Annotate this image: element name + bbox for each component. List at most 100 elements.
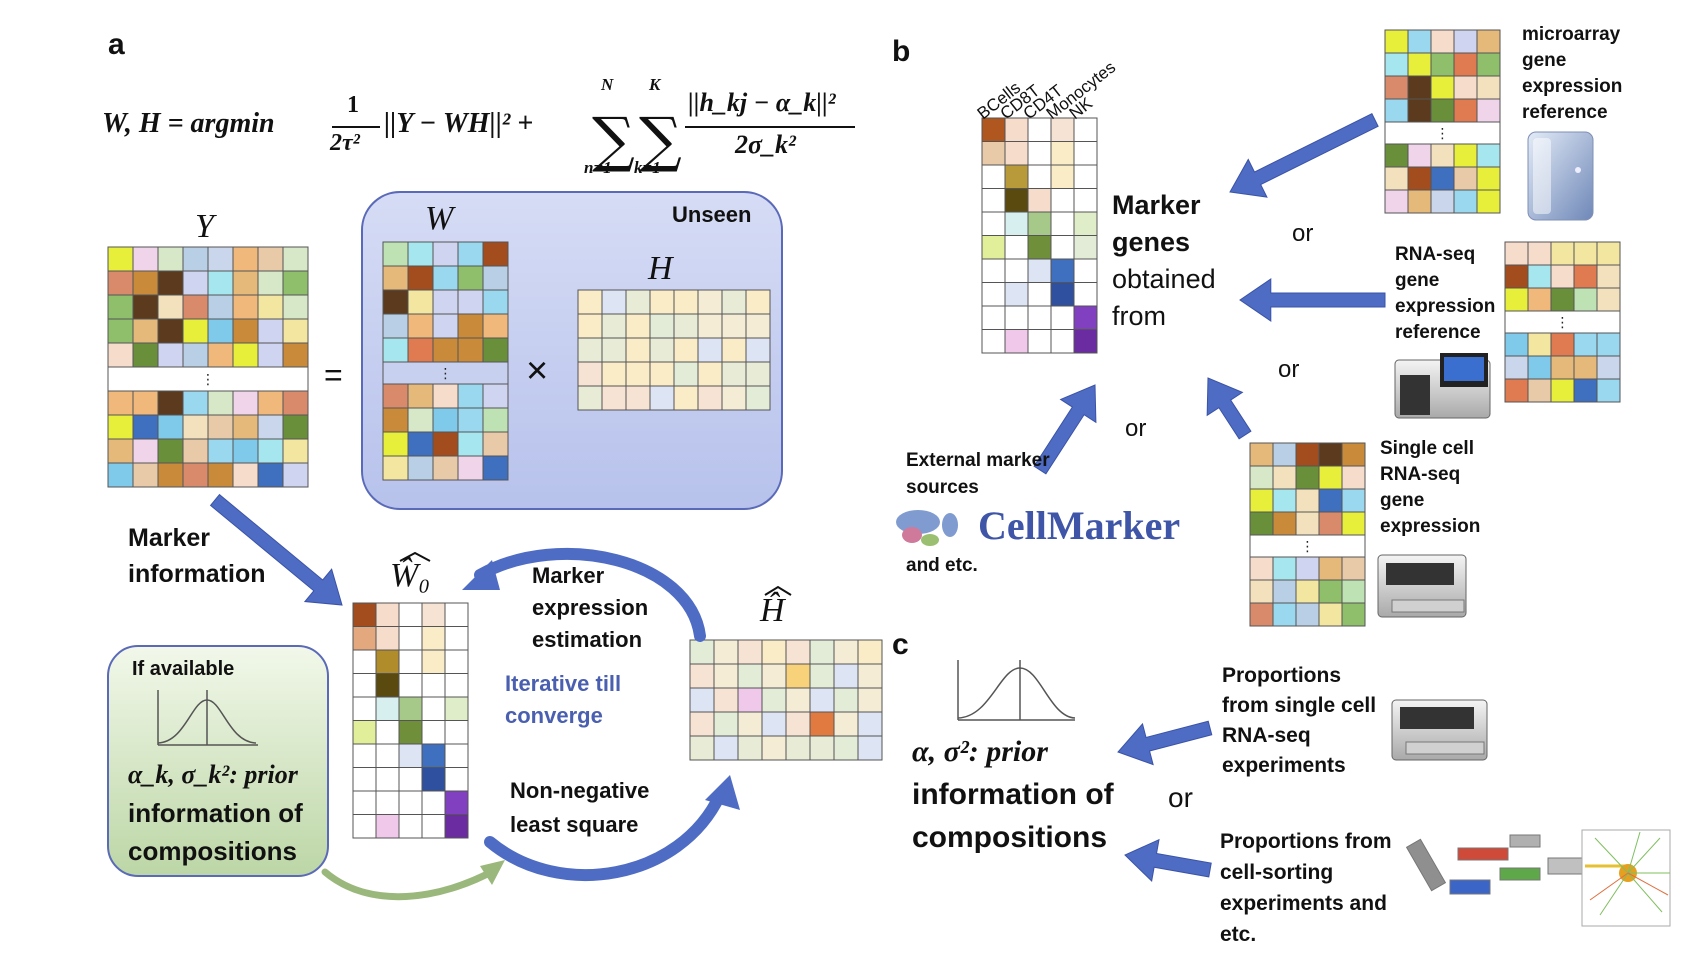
grid-cell (673, 337, 699, 363)
grid-cell (282, 246, 309, 272)
grid-cell (421, 602, 446, 627)
grid-cell (444, 814, 469, 839)
grid-cell (207, 246, 234, 272)
prior-to-cycle-arrow (321, 866, 499, 901)
grid-cell (457, 313, 484, 339)
arrow-scrnaseq (1206, 377, 1252, 440)
grid-cell (257, 462, 284, 488)
grid-cell (625, 313, 651, 339)
grid-cell (761, 735, 787, 761)
matrix-Hhat-label: Ĥ (760, 592, 785, 629)
equation-lhs: W, H = argmin (102, 108, 275, 139)
grid-cell (577, 361, 603, 387)
grid-cell (1527, 378, 1552, 403)
grid-cell (232, 246, 259, 272)
grid-cell (809, 735, 835, 761)
equation-norm-term: ||Y − WH||² + (384, 108, 534, 139)
grid-cell (1430, 143, 1455, 168)
grid-cell (407, 289, 434, 315)
grid-cell (689, 639, 715, 665)
grid-cell (444, 790, 469, 815)
grid-cell (833, 735, 859, 761)
grid-cell (421, 626, 446, 651)
panel-label-b: b (892, 35, 911, 68)
grid-cell (382, 383, 409, 409)
cycle-arrow-top-head (462, 560, 500, 590)
grid-cell (352, 743, 377, 768)
grid-cell (649, 385, 675, 411)
grid-cell (1004, 211, 1029, 236)
grid-cell (352, 720, 377, 745)
grid-cell (232, 318, 259, 344)
grid-cell (398, 673, 423, 698)
matrix-H-label: H (648, 250, 673, 287)
matrix-Y-label: Y (195, 208, 214, 245)
grid-cell (1476, 98, 1501, 123)
grid-cell (1430, 75, 1455, 100)
grid-cell (1453, 189, 1478, 214)
grid-cell (107, 438, 134, 464)
grid-cell (809, 687, 835, 713)
grid-cell (444, 696, 469, 721)
grid-cell (649, 361, 675, 387)
sum2-bottom: k=1 (634, 158, 661, 177)
grid-cell (1050, 211, 1075, 236)
grid-cell (745, 385, 771, 411)
grid-cell (352, 673, 377, 698)
prior-box-a (107, 645, 329, 877)
grid-cell (482, 265, 509, 291)
grid-cell (421, 673, 446, 698)
ellipsis-text: ⋮ (1436, 126, 1450, 142)
prior-a-line1: α_k, σ_k²: prior (128, 760, 298, 789)
arrow-microarray (1229, 113, 1379, 198)
grid-cell (382, 431, 409, 457)
grid-cell (981, 141, 1006, 166)
grid-cell (382, 337, 409, 363)
grid-cell (833, 687, 859, 713)
grid-cell (761, 663, 787, 689)
grid-cell (382, 289, 409, 315)
marker-expression-estimation-text: Marker expression estimation (532, 563, 649, 652)
grid-cell (1527, 287, 1552, 312)
grid-cell (1050, 305, 1075, 330)
cellmarker-logo-icon (896, 510, 958, 546)
grid-cell (1249, 556, 1274, 581)
grid-cell (157, 246, 184, 272)
unseen-label: Unseen (672, 202, 752, 227)
grid-cell (107, 390, 134, 416)
grid-cell (1050, 258, 1075, 283)
sum1-bottom: n=1 (584, 158, 612, 177)
grid-cell (1027, 258, 1052, 283)
prior-c-line3: compositions (912, 821, 1108, 854)
grid-cell (107, 342, 134, 368)
times-sign: × (526, 350, 549, 392)
matrix-Y: ⋮ (107, 246, 309, 488)
grid-cell (1027, 305, 1052, 330)
grid-cell (232, 438, 259, 464)
grid-cell (457, 265, 484, 291)
grid-cell (981, 164, 1006, 189)
grid-cell (721, 385, 747, 411)
grid-cell (282, 462, 309, 488)
grid-cell (1573, 355, 1598, 380)
grid-cell (1384, 29, 1409, 54)
grid-cell (1004, 141, 1029, 166)
microarray-scanner-icon (1527, 131, 1594, 221)
grid-cell (601, 385, 627, 411)
scrnaseq-matrix: ⋮ (1249, 442, 1366, 627)
grid-cell (482, 407, 509, 433)
grid-cell (132, 246, 159, 272)
grid-cell (444, 626, 469, 651)
grid-cell (482, 383, 509, 409)
grid-cell (232, 414, 259, 440)
grid-cell (1550, 355, 1575, 380)
grid-cell (1249, 488, 1274, 513)
grid-cell (697, 313, 723, 339)
grid-cell (981, 188, 1006, 213)
grid-cell (257, 318, 284, 344)
grid-cell (257, 294, 284, 320)
grid-cell (282, 294, 309, 320)
grid-cell (157, 294, 184, 320)
grid-cell (421, 790, 446, 815)
grid-cell (1073, 305, 1098, 330)
